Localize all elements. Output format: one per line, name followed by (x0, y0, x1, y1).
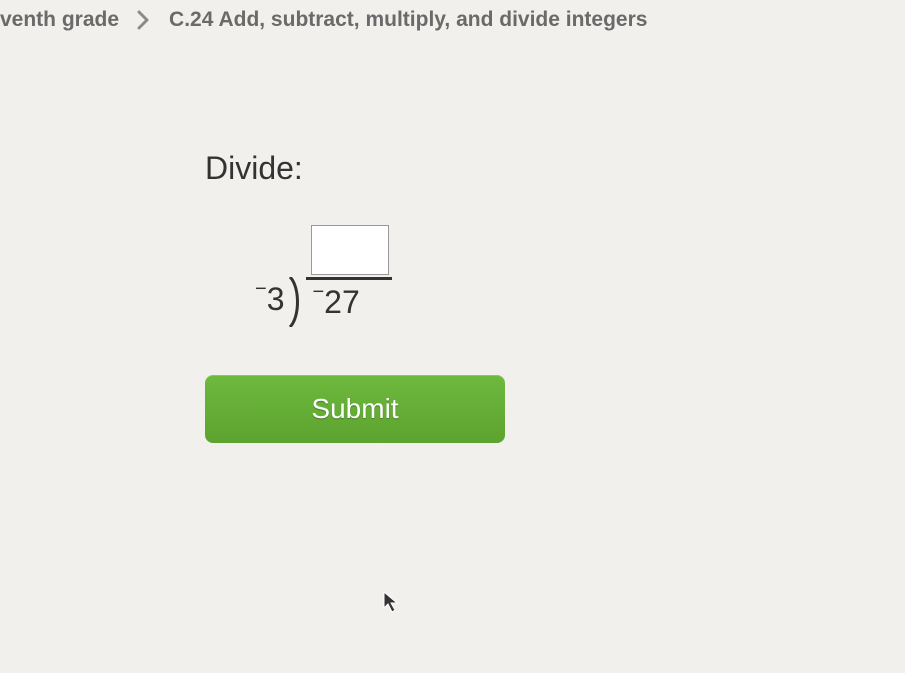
division-bracket-icon (288, 277, 306, 327)
long-division: −3 −27 (255, 225, 905, 327)
divisor-value: 3 (267, 281, 285, 318)
submit-button[interactable]: Submit (205, 375, 505, 443)
cursor-icon (380, 590, 404, 614)
problem-prompt: Divide: (205, 150, 905, 187)
dividend-value: 27 (324, 284, 360, 321)
dividend: −27 (306, 277, 392, 321)
dividend-sign: − (312, 282, 324, 302)
breadcrumb: venth grade C.24 Add, subtract, multiply… (0, 0, 905, 40)
breadcrumb-grade[interactable]: venth grade (0, 8, 119, 32)
problem-area: Divide: −3 −27 Submit (0, 40, 905, 443)
divisor: −3 (255, 277, 290, 318)
divisor-sign: − (255, 279, 267, 299)
breadcrumb-skill[interactable]: C.24 Add, subtract, multiply, and divide… (169, 8, 647, 32)
chevron-right-icon (137, 10, 151, 30)
answer-input[interactable] (311, 225, 389, 275)
